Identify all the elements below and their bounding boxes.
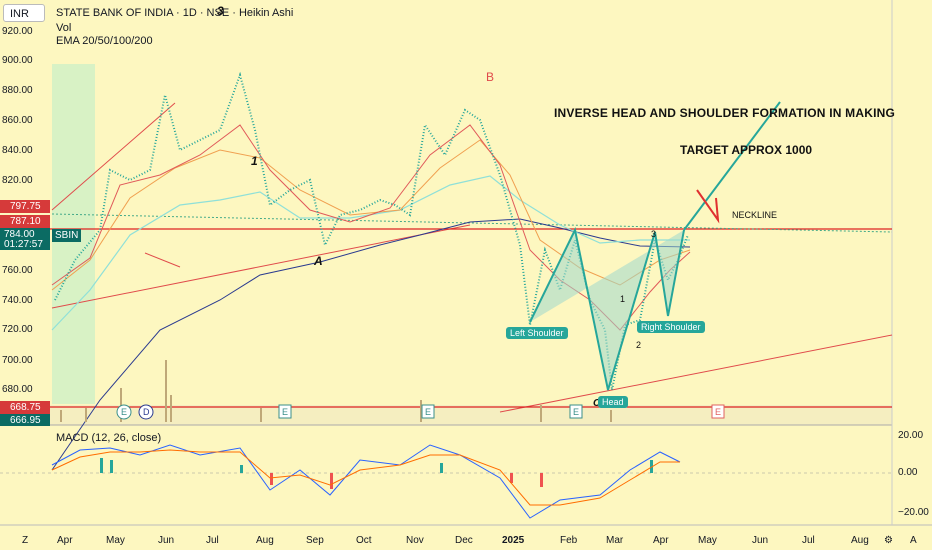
settings-icon[interactable]: ⚙ [884,535,893,546]
svg-text:E: E [425,407,431,417]
signal-line [51,449,680,506]
countdown-tag: 01:27:57 [4,239,43,250]
x-label: Aug [256,535,274,546]
pattern-lines [529,226,685,391]
x-label: May [698,535,717,546]
x-label: May [106,535,125,546]
x-label: Aug [851,535,869,546]
x-label: Apr [653,535,669,546]
target-annotation: TARGET APPROX 1000 [680,143,813,157]
macd-legend[interactable]: MACD (12, 26, close) [56,432,162,444]
x-label: Jun [752,535,769,546]
y-label: 820.00 [2,175,33,186]
price-tag-666: 666.95 [10,415,41,426]
price-tag-668: 668.75 [10,402,41,413]
aux-line [144,252,181,268]
ema-100 [51,175,690,331]
wave-label-3: 3 [217,4,224,18]
y-label: 720.00 [2,324,33,335]
x-label: Jul [206,535,219,546]
count-2: 2 [636,340,642,350]
wave-label-c: C [593,398,601,409]
y-label: 880.00 [2,85,33,96]
chart-legend-title[interactable]: STATE BANK OF INDIA · 1D · NSE · Heikin … [56,7,294,19]
target-arrow [696,189,720,224]
x-label: Sep [306,535,324,546]
svg-text:E: E [282,407,288,417]
price-path [54,71,689,391]
pattern-annotation: INVERSE HEAD AND SHOULDER FORMATION IN M… [554,106,896,120]
x-label-year: 2025 [502,535,525,546]
ema-200 [51,218,691,471]
y-label: 860.00 [2,115,33,126]
x-label: Apr [57,535,73,546]
y-label: 760.00 [2,265,33,276]
price-tag-787: 787.10 [10,216,41,227]
y-label: 840.00 [2,145,33,156]
zoom-button[interactable]: Z [22,535,29,546]
price-badge-666 [0,414,50,426]
support-line [51,224,471,309]
x-label: Jul [802,535,815,546]
svg-text:E: E [573,407,579,417]
macd-axis-label: 20.00 [898,430,924,441]
wave-label-a: A [314,254,323,268]
y-label: 680.00 [2,384,33,395]
head-tag: Head [598,396,628,408]
x-label: Feb [560,535,578,546]
right-shoulder-tag: Right Shoulder [637,321,705,333]
ema-legend[interactable]: EMA 20/50/100/200 [56,35,153,47]
volume-strip [0,405,892,425]
count-3: 3 [651,229,657,239]
long-support [499,334,893,413]
x-label: Nov [406,535,424,546]
trendline-1 [51,102,176,211]
volume-bars [60,360,612,422]
currency-selector[interactable]: INR [3,4,45,22]
x-label: Mar [606,535,624,546]
volume-legend[interactable]: Vol [56,22,72,34]
svg-text:E: E [715,407,721,417]
price-badge-668 [0,401,50,414]
wave-label-b: B [486,70,495,84]
ema-50 [51,139,691,291]
left-shoulder-tag: Left Shoulder [506,327,568,339]
macd-axis-label: −20.00 [898,507,929,518]
symbol-tag: SBIN [52,229,82,242]
x-label: Jun [158,535,175,546]
y-label: 700.00 [2,355,33,366]
macd-line [51,444,681,519]
svg-text:E: E [121,407,127,417]
macd-histogram [100,458,653,489]
price-badge-787 [0,215,50,228]
event-markers[interactable]: E D E E E E [116,404,725,420]
pattern-fill [530,230,684,390]
price-badge-784 [0,228,50,250]
last-price-tag: 784.00 [4,229,35,240]
auto-scale-button[interactable]: A [910,535,917,546]
count-1: 1 [620,294,626,304]
dotted-level [51,213,893,233]
price-badge-797 [0,200,50,213]
macd-axis-label: 0.00 [898,467,918,478]
x-label: Dec [455,535,473,546]
y-label: 740.00 [2,295,33,306]
y-label: 920.00 [2,26,33,37]
neckline-label: NECKLINE [732,210,778,220]
x-label: Oct [356,535,372,546]
svg-text:D: D [143,407,150,417]
projection-line [683,101,781,231]
price-tag-797: 797.75 [10,201,41,212]
wave-label-1: 1 [251,154,258,168]
y-label: 900.00 [2,55,33,66]
